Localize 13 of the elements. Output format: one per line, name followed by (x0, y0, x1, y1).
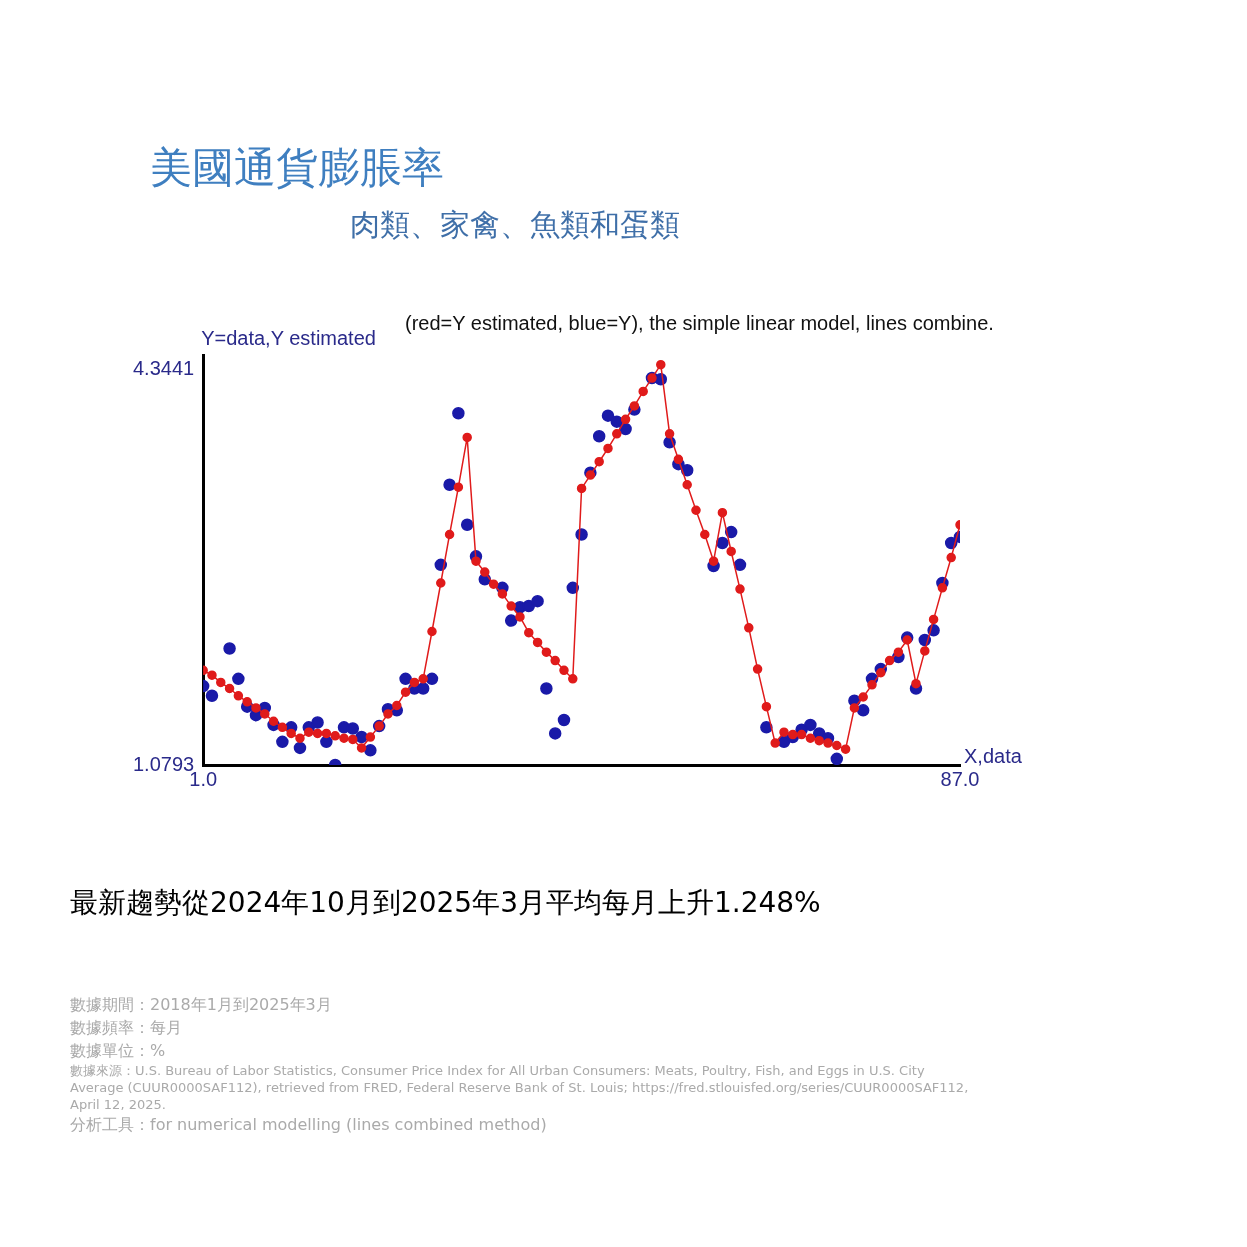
text: (red=Y estimated, blue=Y), the simple linear model, lines combine. (405, 312, 994, 335)
text: 數據單位：% (70, 1040, 167, 1062)
text: 數據來源：U.S. Bureau of Labor Statistics, Consumer Price Index for All Urban Consumers: Meats, Poultry, Fish, and Eggs in U.S. City Average (CUUR0000SAF112), retrieved from FRED, Federal Reserve Bank of St. Louis; https://fred.stlouisfed.org/series/CUUR0000SAF112, April 12, 2025. (70, 1062, 970, 1113)
text: 最新趨勢從2024年10月到2025年3月平均每月上升1.248% (70, 885, 821, 921)
chart-title: 美國通貨膨脹率 (150, 142, 444, 194)
x-tick-label: 87.0 (940, 767, 980, 790)
text: 分析工具：for numerical modelling (lines combined method) (70, 1114, 548, 1136)
x-axis-title: X,data (964, 744, 1023, 767)
chart-subtitle: 肉類、家禽、魚類和蛋類 (350, 206, 680, 244)
text: 數據期間：2018年1月到2025年3月 (70, 994, 333, 1016)
y-axis-title: Y=data,Y estimated (201, 326, 376, 349)
text: 數據頻率：每月 (70, 1017, 183, 1039)
y-tick-label: 4.3441 (133, 356, 195, 379)
